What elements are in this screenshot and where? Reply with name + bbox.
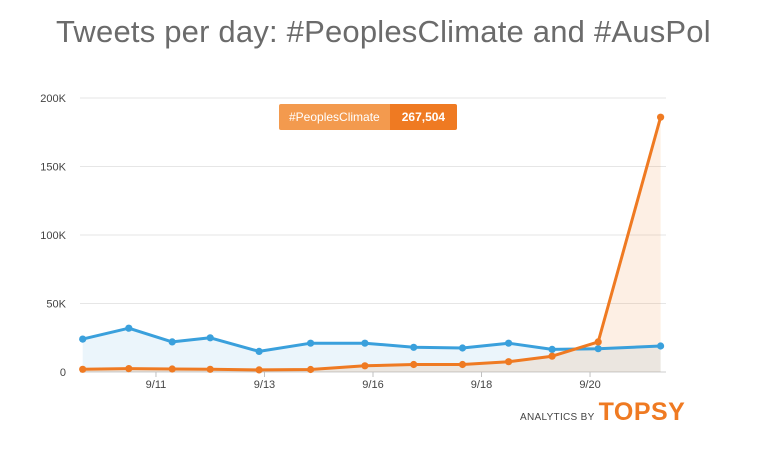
analytics-credit: ANALYTICS BY TOPSY: [520, 398, 685, 427]
y-tick-label: 0: [60, 367, 66, 379]
topsy-logo: TOPSY: [598, 398, 686, 426]
point-peoplesclimate: [410, 360, 418, 369]
y-tick-label: 200K: [40, 93, 66, 105]
point-peoplesclimate: [307, 365, 315, 374]
series-lines: [82, 116, 663, 372]
point-auspol: [458, 344, 467, 352]
y-tick-label: 100K: [40, 230, 66, 242]
point-auspol: [361, 339, 369, 347]
point-peoplesclimate: [548, 352, 556, 360]
point-peoplesclimate: [79, 365, 87, 373]
series-areas: [82, 117, 661, 372]
credit-prefix: ANALYTICS BY: [520, 412, 595, 423]
point-peoplesclimate: [361, 362, 369, 370]
point-auspol: [505, 339, 513, 347]
point-auspol: [168, 338, 176, 346]
point-peoplesclimate: [505, 358, 513, 366]
x-tick-label: 9/13: [254, 379, 275, 391]
y-tick-label: 150K: [40, 162, 66, 174]
point-peoplesclimate: [594, 338, 602, 346]
data-tooltip: #PeoplesClimate 267,504: [279, 104, 458, 130]
point-auspol: [206, 334, 214, 342]
axes: 0 50K 100K 150K 200K 9/11 9/13 9/16 9/18 9/20: [40, 93, 600, 391]
x-tick-label: 9/18: [471, 379, 492, 391]
point-peoplesclimate: [657, 113, 665, 121]
area-peoplesclimate: [82, 117, 661, 372]
point-auspol: [125, 324, 133, 332]
point-peoplesclimate: [206, 365, 214, 373]
chart-title: Tweets per day: #PeoplesClimate and #Aus…: [56, 14, 711, 49]
tooltip-series-name: #PeoplesClimate: [279, 104, 390, 130]
line-peoplesclimate: [82, 116, 663, 372]
x-tick-label: 9/16: [362, 379, 383, 391]
point-auspol: [594, 345, 602, 353]
grid-lines: [80, 97, 666, 373]
point-peoplesclimate: [125, 365, 133, 373]
point-auspol: [548, 345, 556, 353]
series-points: [79, 113, 665, 374]
point-auspol: [410, 343, 418, 351]
y-tick-label: 50K: [46, 299, 66, 311]
point-auspol: [307, 339, 315, 347]
point-peoplesclimate: [168, 365, 176, 373]
point-auspol: [79, 335, 87, 343]
point-peoplesclimate: [458, 360, 467, 369]
point-auspol: [255, 347, 263, 355]
point-peoplesclimate: [255, 366, 263, 374]
point-auspol: [657, 342, 665, 350]
tooltip-value: 267,504: [389, 104, 458, 130]
x-tick-label: 9/20: [579, 379, 600, 391]
x-tick-label: 9/11: [146, 379, 167, 391]
